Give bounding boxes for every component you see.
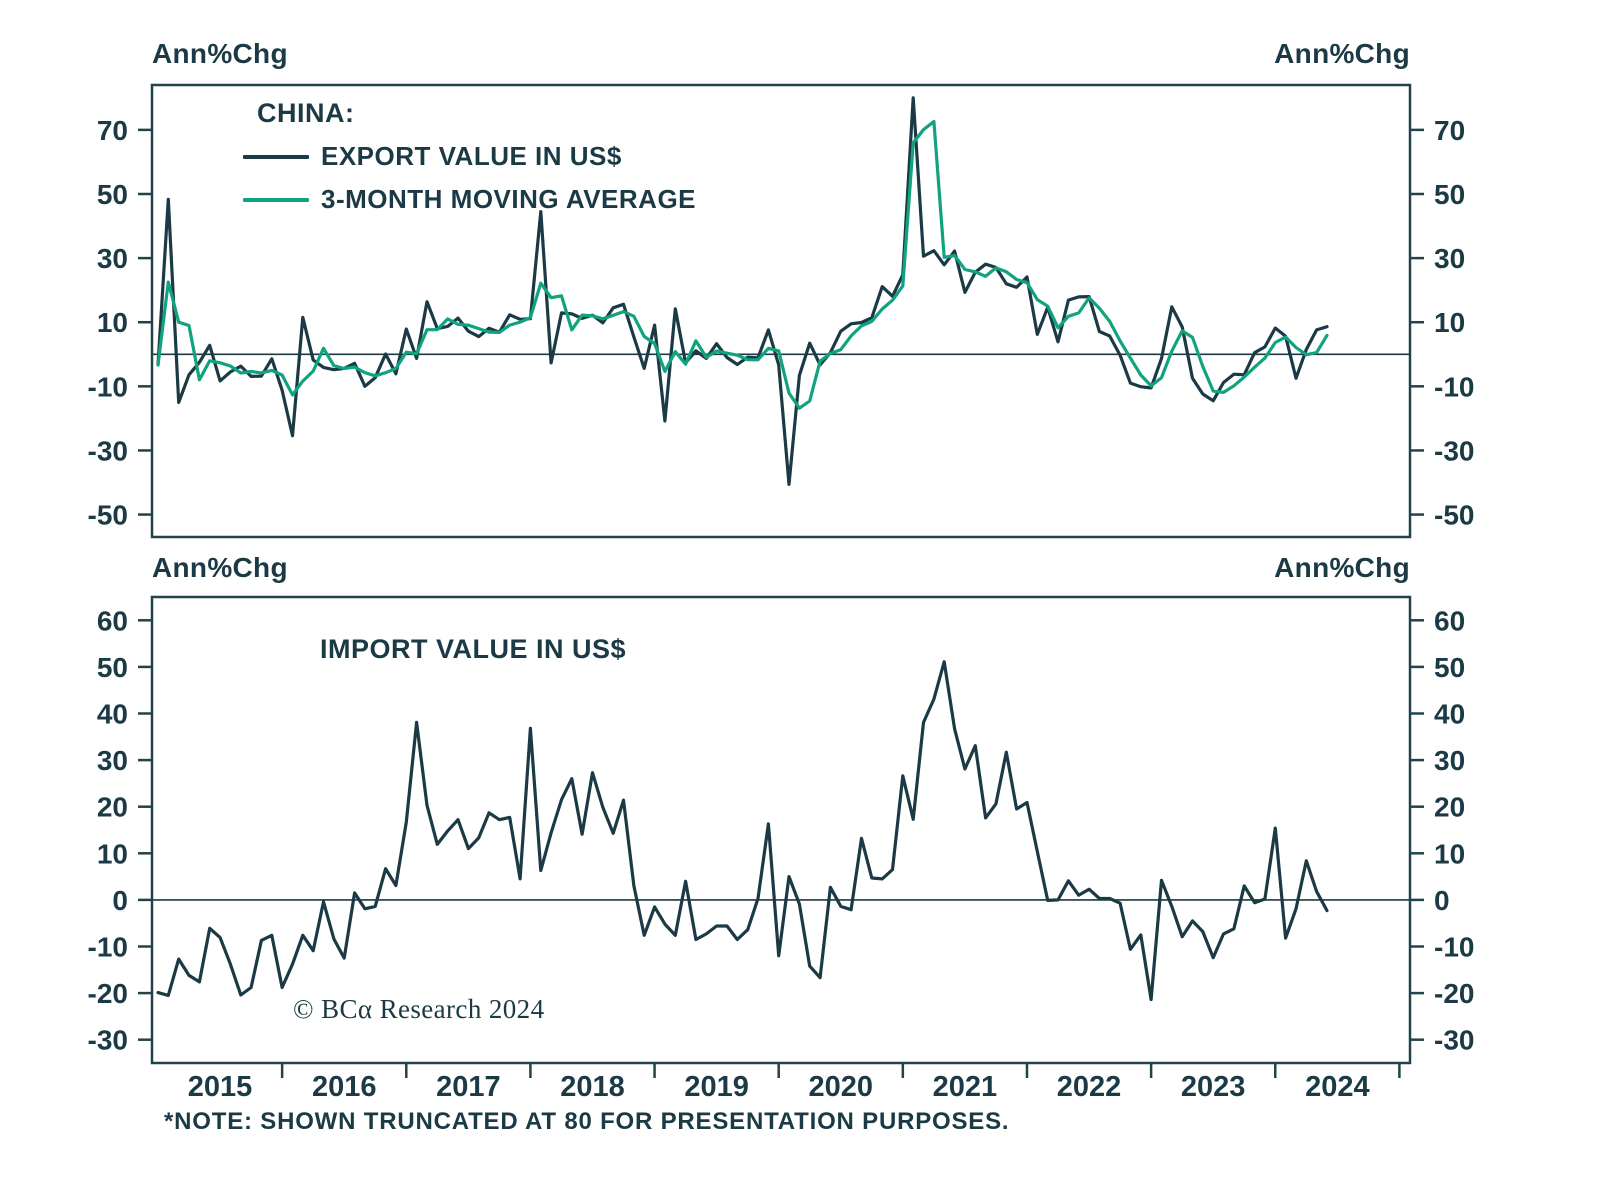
y-tick-label-left: -30 (88, 435, 128, 466)
import-panel-title: IMPORT VALUE IN US$ (320, 634, 627, 664)
imports-plot-frame (150, 595, 1412, 1065)
y-tick-label-left: -10 (88, 932, 128, 963)
y-tick-label-right: -20 (1434, 978, 1474, 1009)
x-axis-label: 2020 (809, 1071, 874, 1103)
y-tick-label-left: -10 (88, 371, 128, 402)
y-tick-label-left: 60 (97, 605, 128, 636)
copyright: © BCα Research 2024 (293, 994, 545, 1024)
y-tick-label-right: 0 (1434, 885, 1450, 916)
y-tick-label-left: -30 (88, 1025, 128, 1056)
y-tick-label-left: 50 (97, 179, 128, 210)
y-tick-label-right: 30 (1434, 745, 1465, 776)
y-tick-label-right: -10 (1434, 371, 1474, 402)
y-tick-label-left: 10 (97, 838, 128, 869)
ma-line (156, 119, 1329, 410)
x-axis-label: 2017 (436, 1071, 501, 1103)
legend-item-export: EXPORT VALUE IN US$ (243, 141, 696, 172)
export-line (156, 96, 1329, 486)
y-tick-label-right: -50 (1434, 500, 1474, 531)
x-axis-label: 2021 (933, 1071, 998, 1103)
x-axis-label: 2016 (312, 1071, 377, 1103)
y-tick-label-right: 10 (1434, 307, 1465, 338)
y-tick-label-left: 40 (97, 699, 128, 730)
y-tick-label-right: -30 (1434, 435, 1474, 466)
exports-plot-frame (150, 83, 1412, 539)
x-axis-label: 2022 (1057, 1071, 1122, 1103)
axis-unit-top-right: Ann%Chg (1274, 38, 1410, 69)
y-tick-label-left: 10 (97, 307, 128, 338)
y-tick-label-left: -20 (88, 978, 128, 1009)
import-line (156, 660, 1329, 1002)
y-tick-label-right: -10 (1434, 932, 1474, 963)
y-tick-label-left: 70 (97, 115, 128, 146)
y-tick-label-right: 40 (1434, 699, 1465, 730)
axis-unit-top-left: Ann%Chg (152, 38, 288, 69)
x-axis-label: 2024 (1305, 1071, 1370, 1103)
legend-label-export: EXPORT VALUE IN US$ (321, 141, 622, 171)
y-tick-label-right: 70 (1434, 115, 1465, 146)
x-axis-label: 2015 (188, 1071, 253, 1103)
axis-unit-bottom-left: Ann%Chg (152, 552, 288, 583)
legend-item-moving-average: 3-MONTH MOVING AVERAGE (243, 184, 696, 215)
y-tick-label-left: -50 (88, 500, 128, 531)
y-tick-label-left: 30 (97, 745, 128, 776)
x-axis-label: 2023 (1181, 1071, 1246, 1103)
y-tick-label-left: 20 (97, 792, 128, 823)
export-line-swatch (243, 154, 309, 159)
y-tick-label-right: -30 (1434, 1025, 1474, 1056)
legend: CHINA: EXPORT VALUE IN US$ 3-MONTH MOVIN… (243, 98, 696, 215)
truncation-note: *NOTE: SHOWN TRUNCATED AT 80 FOR PRESENT… (164, 1108, 1010, 1135)
axis-unit-bottom-right: Ann%Chg (1274, 552, 1410, 583)
y-tick-label-right: 50 (1434, 652, 1465, 683)
y-tick-label-left: 0 (112, 885, 128, 916)
moving-average-swatch (243, 197, 309, 202)
y-tick-label-right: 30 (1434, 243, 1465, 274)
y-tick-label-right: 60 (1434, 605, 1465, 636)
y-tick-label-left: 30 (97, 243, 128, 274)
legend-label-moving-average: 3-MONTH MOVING AVERAGE (321, 184, 697, 214)
y-tick-label-left: 50 (97, 652, 128, 683)
x-axis-label: 2019 (684, 1071, 749, 1103)
y-tick-label-right: 10 (1434, 838, 1465, 869)
y-tick-label-right: 20 (1434, 792, 1465, 823)
legend-title: CHINA: (257, 98, 355, 128)
x-axis-label: 2018 (560, 1071, 625, 1103)
y-tick-label-right: 50 (1434, 179, 1465, 210)
